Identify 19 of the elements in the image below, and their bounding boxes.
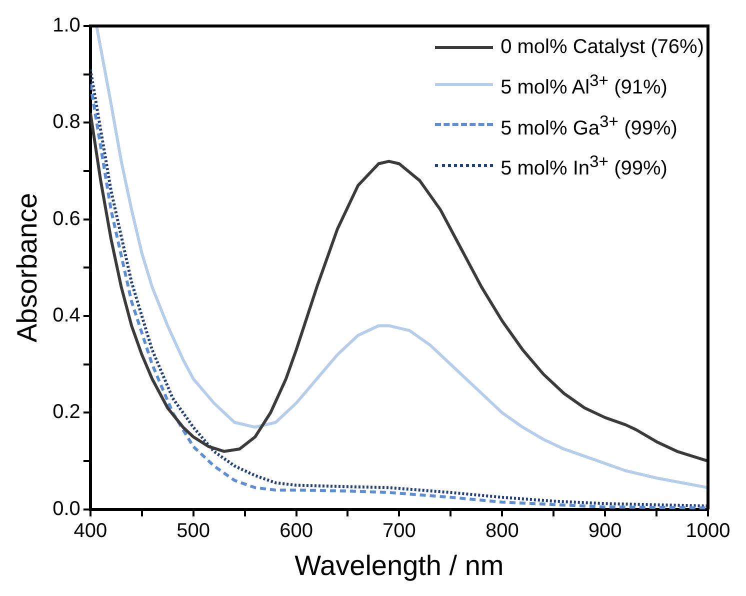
- x-tick-label: 600: [280, 520, 313, 542]
- x-axis-title: Wavelength / nm: [294, 550, 504, 581]
- x-tick-label: 900: [588, 520, 622, 542]
- legend-label: 5 mol% Al$^{3+}$ (91%): [500, 70, 668, 101]
- x-tick-label: 700: [382, 520, 416, 542]
- y-tick-label: 0.4: [52, 304, 80, 327]
- y-tick-label: 0.0: [52, 498, 80, 520]
- x-tick-label: 500: [176, 520, 210, 542]
- legend-label: 5 mol% Ga$^{3+}$ (99%): [500, 110, 678, 142]
- x-tick-label: 800: [485, 520, 519, 542]
- legend-label: 5 mol% In$^{3+}$ (99%): [500, 151, 668, 182]
- x-tick-label: 400: [74, 520, 108, 542]
- y-tick-label: 0.2: [52, 401, 80, 424]
- y-axis-title: Absorbance: [12, 192, 43, 342]
- x-tick-label: 1000: [686, 520, 730, 542]
- y-tick-label: 0.6: [52, 208, 80, 230]
- y-tick-label: 1.0: [52, 14, 80, 37]
- legend-label: 0 mol% Catalyst (76%): [500, 35, 704, 60]
- y-tick-label: 0.8: [52, 111, 80, 134]
